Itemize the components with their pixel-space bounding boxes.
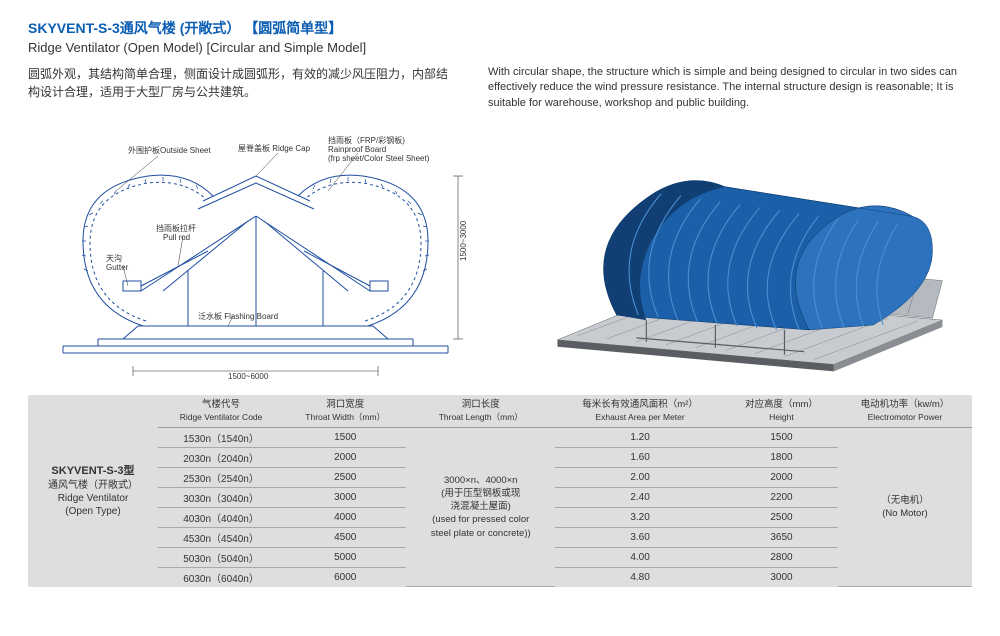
label-flashing: 泛水板 Flashing Board xyxy=(198,311,278,321)
label-gutter-en: Gutter xyxy=(106,263,129,272)
motor-merged: （无电机）(No Motor) xyxy=(838,427,972,587)
label-rainproof-en: Rainproof Board xyxy=(328,145,386,154)
cell: 2800 xyxy=(725,547,838,567)
description-zh: 圆弧外观，其结构简单合理，侧面设计成圆弧形，有效的减少风压阻力，内部结构设计合理… xyxy=(28,65,448,111)
cell: 2500 xyxy=(725,507,838,527)
model-code: SKYVENT-S-3型 xyxy=(51,464,134,478)
label-outside-sheet: 外围护板Outside Sheet xyxy=(128,145,211,155)
title-zh: SKYVENT-S-3通风气楼 (开敞式） 【圆弧简单型】 xyxy=(28,18,972,38)
cell: 4530n（4540n） xyxy=(158,527,284,547)
cell: 2.00 xyxy=(555,467,725,487)
col-header: 电动机功率（kw/m）Electromotor Power xyxy=(838,395,972,427)
description-en: With circular shape, the structure which… xyxy=(488,65,972,111)
label-gutter-zh: 天沟 xyxy=(106,253,122,263)
cell: 1500 xyxy=(725,427,838,447)
col-header: 对应高度（mm）Height xyxy=(725,395,838,427)
label-rainproof-zh: 挡雨板（FRP/彩钢板) xyxy=(328,135,405,145)
cell: 6000 xyxy=(284,567,406,587)
cell: 2000 xyxy=(284,447,406,467)
col-header: 气楼代号Ridge Ventilator Code xyxy=(158,395,284,427)
diagram-row: 外围护板Outside Sheet 屋脊盖板 Ridge Cap 挡雨板（FRP… xyxy=(28,121,972,381)
cell: 4500 xyxy=(284,527,406,547)
dim-height: 1500~3000 xyxy=(459,220,468,261)
cell: 1800 xyxy=(725,447,838,467)
cell: 6030n（6040n） xyxy=(158,567,284,587)
cell: 4.00 xyxy=(555,547,725,567)
throat-length-merged: 3000×n、4000×n(用于压型钢板或现浇混凝土屋面)(used for p… xyxy=(406,427,555,587)
spec-table-wrap: SKYVENT-S-3型 通风气楼（开敞式） Ridge Ventilator … xyxy=(28,395,972,587)
model-en1: Ridge Ventilator xyxy=(58,492,129,505)
cell: 2500 xyxy=(284,467,406,487)
cell: 2030n（2040n） xyxy=(158,447,284,467)
dim-width: 1500~6000 xyxy=(228,372,269,381)
cell: 1.20 xyxy=(555,427,725,447)
col-header: 洞口宽度Throat Width（mm） xyxy=(284,395,406,427)
table-row: 1530n（1540n）15003000×n、4000×n(用于压型钢板或现浇混… xyxy=(158,427,972,447)
label-pullrod-zh: 挡雨板拉杆 xyxy=(156,223,196,233)
cross-section-diagram: 外围护板Outside Sheet 屋脊盖板 Ridge Cap 挡雨板（FRP… xyxy=(28,121,498,381)
cell: 1530n（1540n） xyxy=(158,427,284,447)
cell: 2000 xyxy=(725,467,838,487)
cell: 2200 xyxy=(725,487,838,507)
label-ridge-cap: 屋脊盖板 Ridge Cap xyxy=(238,143,311,153)
cell: 5000 xyxy=(284,547,406,567)
label-rainproof-en2: (frp sheet/Color Steel Sheet) xyxy=(328,154,430,163)
col-header: 洞口长度Throat Length（mm） xyxy=(406,395,555,427)
cell: 2.40 xyxy=(555,487,725,507)
cell: 1.60 xyxy=(555,447,725,467)
cell: 3000 xyxy=(725,567,838,587)
description-row: 圆弧外观，其结构简单合理，侧面设计成圆弧形，有效的减少风压阻力，内部结构设计合理… xyxy=(28,65,972,111)
cell: 4.80 xyxy=(555,567,725,587)
spec-table: 气楼代号Ridge Ventilator Code洞口宽度Throat Widt… xyxy=(158,395,972,587)
cell: 1500 xyxy=(284,427,406,447)
table-row-header: SKYVENT-S-3型 通风气楼（开敞式） Ridge Ventilator … xyxy=(28,395,158,587)
cell: 4030n（4040n） xyxy=(158,507,284,527)
cell: 3650 xyxy=(725,527,838,547)
render-3d xyxy=(518,121,972,381)
cell: 3.20 xyxy=(555,507,725,527)
cell: 5030n（5040n） xyxy=(158,547,284,567)
label-pullrod-en: Pull rod xyxy=(163,233,190,242)
title-en: Ridge Ventilator (Open Model) [Circular … xyxy=(28,40,972,55)
model-zh: 通风气楼（开敞式） xyxy=(48,479,138,492)
model-en2: (Open Type) xyxy=(65,505,120,518)
cell: 3000 xyxy=(284,487,406,507)
col-header: 每米长有效通风面积（m²）Exhaust Area per Meter xyxy=(555,395,725,427)
cell: 2530n（2540n） xyxy=(158,467,284,487)
cell: 3.60 xyxy=(555,527,725,547)
cell: 3030n（3040n） xyxy=(158,487,284,507)
cell: 4000 xyxy=(284,507,406,527)
